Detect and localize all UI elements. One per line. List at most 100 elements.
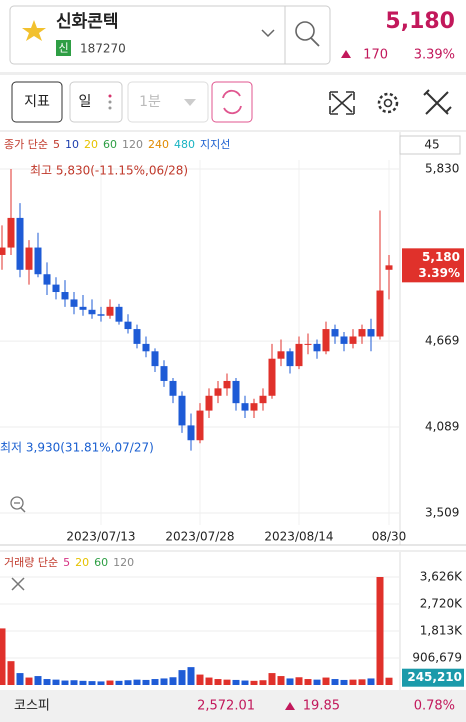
legend-item: 480	[174, 138, 195, 151]
candle-body	[385, 265, 393, 270]
interval-label: 1분	[139, 94, 161, 110]
count-box[interactable]	[399, 135, 461, 155]
tools-icon[interactable]	[423, 89, 452, 115]
volume-bar	[241, 680, 249, 685]
volume-bar	[205, 677, 213, 685]
volume-bar	[385, 677, 393, 685]
candle-body	[70, 299, 78, 307]
expand-icon[interactable]	[329, 91, 355, 115]
volume-bar	[160, 678, 168, 685]
candle-body	[160, 366, 168, 381]
separator	[0, 130, 466, 132]
price-tag-label: 5,180	[422, 250, 460, 264]
volume-bar	[169, 677, 177, 685]
volume-bar	[277, 676, 285, 685]
volume-bar	[178, 670, 186, 685]
search-icon[interactable]	[295, 21, 315, 41]
close-icon[interactable]	[11, 577, 25, 591]
indicator-label: 지표	[24, 94, 50, 110]
legend-item: 10	[65, 138, 79, 151]
count: 45	[424, 138, 439, 152]
settings-icon[interactable]	[377, 92, 399, 114]
y-tick-label: 2,720K	[420, 596, 463, 610]
volume-bar	[7, 661, 15, 685]
volume-bar	[340, 679, 348, 685]
index-change: 19.85	[303, 699, 340, 714]
price-change: 170	[363, 48, 388, 63]
candle-body	[43, 274, 51, 285]
up-arrow	[285, 702, 295, 710]
volume-bar	[0, 628, 6, 685]
legend-item: 거래량 단순	[4, 556, 58, 569]
index-change-pct: 0.78%	[414, 699, 455, 714]
y-tick-label: 906,679	[412, 650, 462, 664]
legend-item: 20	[84, 138, 98, 151]
candle-body	[187, 425, 195, 441]
legend-item: 20	[75, 556, 89, 569]
candle-body	[52, 284, 60, 293]
candle-body	[97, 314, 105, 316]
volume-bar	[34, 676, 42, 685]
candle-body	[178, 395, 186, 426]
y-tick-label: 3,626K	[420, 570, 463, 584]
legend-item: 지지선	[200, 138, 230, 151]
indicator-button[interactable]	[11, 81, 63, 123]
refresh-icon	[222, 89, 242, 115]
volume-bar	[232, 679, 240, 685]
dot	[108, 100, 112, 104]
stock-code: 187270	[80, 42, 126, 56]
index-value: 2,572.01	[197, 699, 255, 714]
volume-bar	[268, 673, 276, 685]
zoom-out-handle	[20, 507, 26, 513]
y-tick-label: 4,089	[425, 420, 459, 434]
volume-bar	[142, 679, 150, 685]
period-label: 일	[79, 94, 92, 110]
candle-body	[295, 343, 303, 367]
candle-body	[358, 329, 366, 337]
volume-tag-label: 245,210	[407, 670, 462, 684]
candle-body	[142, 343, 150, 352]
search-box[interactable]	[9, 5, 331, 65]
volume-bar	[322, 677, 330, 685]
volume-bar	[349, 679, 357, 685]
candle-body	[340, 336, 348, 344]
legend-item: 종가 단순	[4, 138, 48, 151]
price-tag-pct: 3.39%	[418, 266, 460, 280]
volume-bar	[106, 680, 114, 685]
search-icon-handle	[310, 37, 320, 47]
low-label: 최저 3,930(31.81%,07/27)	[0, 441, 154, 455]
stock-name: 신화콘텍	[56, 12, 119, 32]
high-label: 최고 5,830(-11.15%,06/28)	[30, 164, 188, 178]
volume-bar	[52, 679, 60, 685]
select-arrow	[184, 99, 196, 106]
interval-select[interactable]	[127, 81, 209, 123]
volume-bar	[214, 679, 222, 685]
volume-bar	[250, 680, 258, 685]
candle-body	[223, 380, 231, 389]
favorite-star[interactable]	[22, 20, 46, 41]
candle-body	[331, 329, 339, 337]
volume-bar	[70, 680, 78, 685]
volume-bar	[43, 679, 51, 685]
volume-bar	[79, 680, 87, 685]
candle-body	[25, 247, 33, 270]
zoom-out-icon[interactable]	[10, 496, 24, 510]
candle-body	[268, 358, 276, 396]
candle-body	[133, 329, 141, 344]
settings-icon-core	[383, 98, 393, 108]
volume-bar	[367, 678, 375, 685]
dropdown-arrow[interactable]	[261, 29, 275, 38]
candle-body	[349, 336, 357, 344]
period-button[interactable]	[69, 81, 123, 123]
volume-bar	[124, 680, 132, 685]
market-badge-text: 신	[58, 42, 68, 55]
candle-body	[214, 388, 222, 396]
candle-body	[322, 329, 330, 352]
current-price: 5,180	[385, 9, 455, 34]
dot	[108, 106, 112, 110]
refresh-button[interactable]	[211, 81, 253, 123]
candle-body	[250, 403, 258, 411]
legend: 종가 단순 5 10 20 60 120 240 480 지지선	[4, 138, 230, 151]
candle-body	[0, 247, 6, 255]
